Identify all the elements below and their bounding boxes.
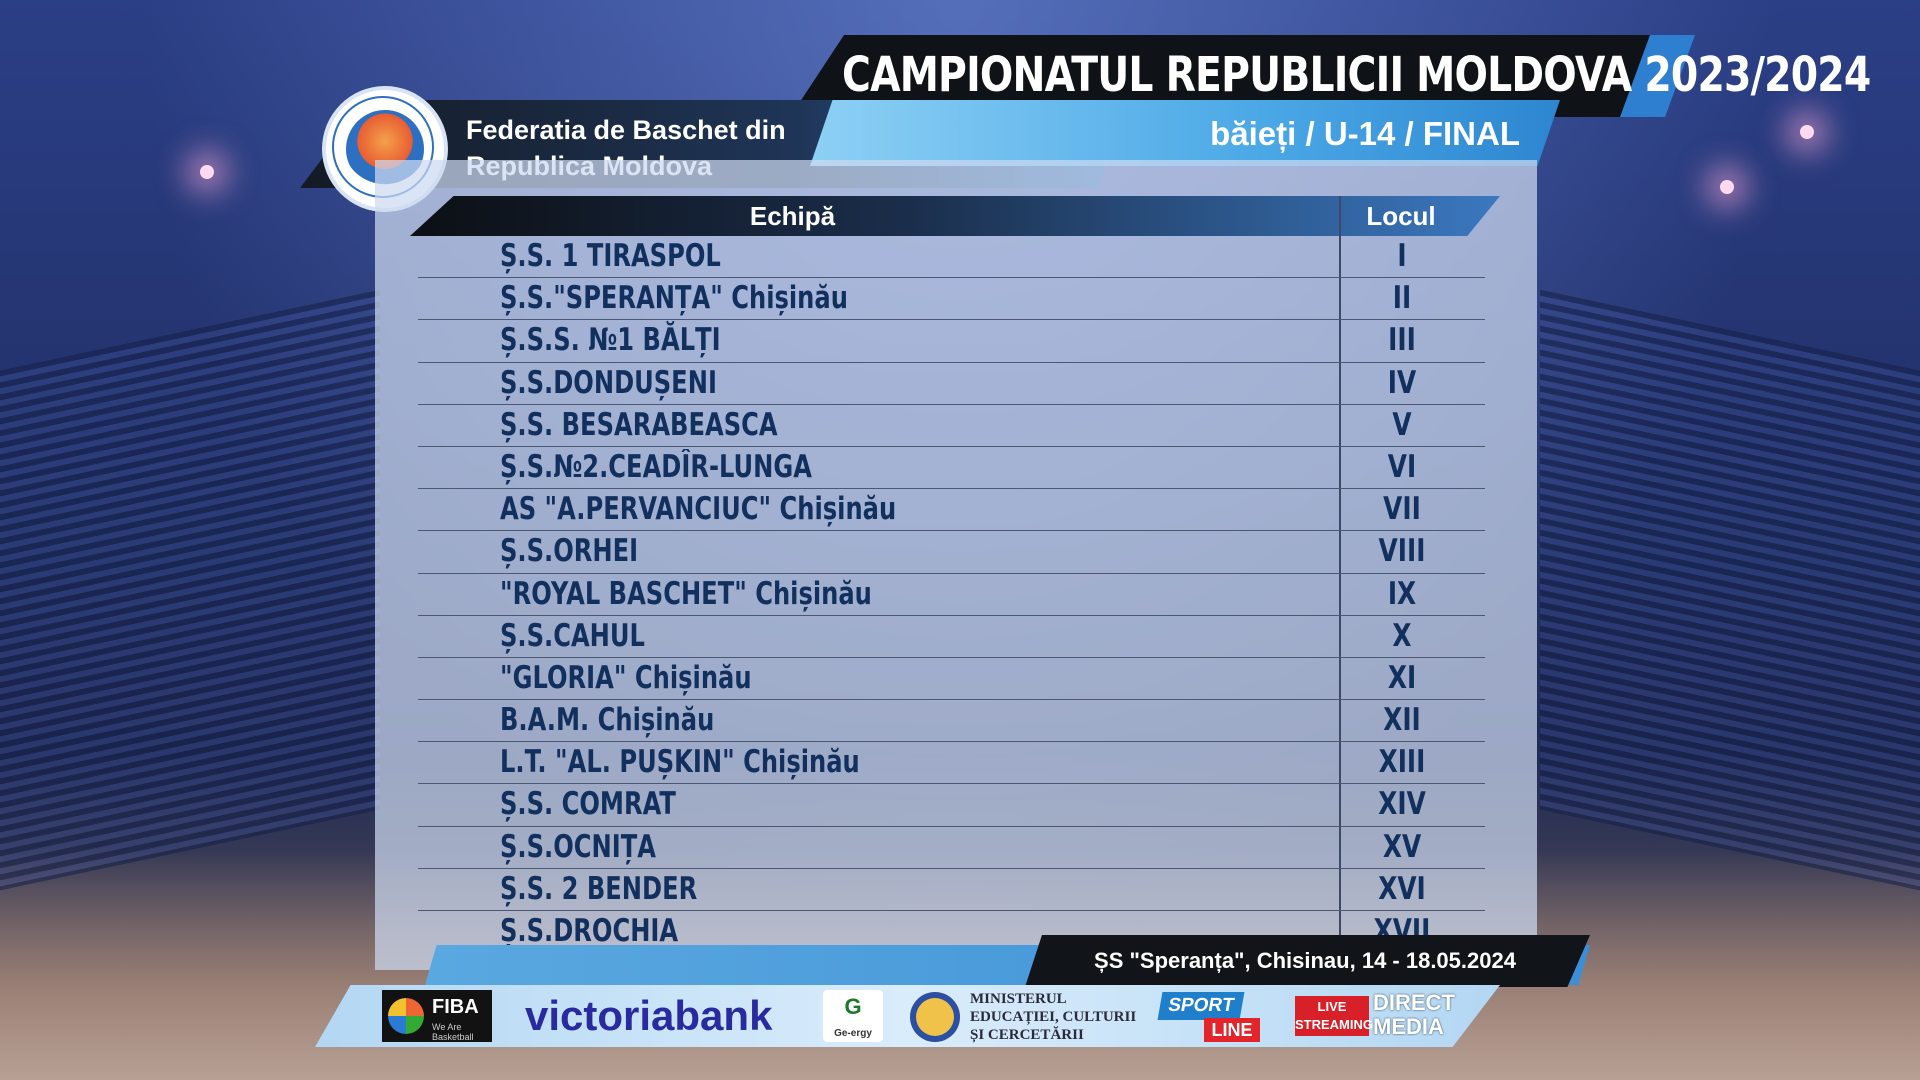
venue-banner [1025,935,1590,987]
coat-of-arms-icon [910,992,960,1042]
team-place: VI [1387,448,1417,485]
table-row: Ș.S.OCNIȚA XV [418,827,1485,869]
table-header-bar [410,196,1500,236]
team-name: AS "A.PERVANCIUC" Chișinău [500,491,897,528]
page-title: CAMPIONATUL REPUBLICII MOLDOVA 2023/2024 [842,47,1871,103]
standings-panel [375,160,1537,970]
media-label: MEDIA [1373,1014,1444,1039]
arena-light [200,165,214,179]
stands-left [0,289,380,891]
team-place: XII [1383,702,1421,739]
table-row: Ș.S. 2 BENDER XVI [418,869,1485,911]
direct-media-logo: LIVE STREAMING DIRECT MEDIA [1295,990,1455,1042]
team-name: Ș.S.S. №1 BĂLȚI [500,322,721,359]
venue-text: ȘS "Speranța", Chisinau, 14 - 18.05.2024 [1094,948,1516,973]
team-name: Ș.S."SPERANȚA" Chișinău [500,280,848,317]
ministry-logo: MINISTERUL EDUCAȚIEI, CULTURII ȘI CERCET… [910,990,1140,1043]
arena-light [1800,125,1814,139]
team-place: I [1397,238,1407,274]
team-name: Ș.S. COMRAT [500,786,676,823]
team-name: L.T. "AL. PUȘKIN" Chișinău [500,744,860,781]
sport-line-logo: SPORT LINE [1157,990,1260,1042]
ministry-name: MINISTERUL EDUCAȚIEI, CULTURII ȘI CERCET… [970,991,1137,1043]
table-row: AS "A.PERVANCIUC" Chișinău VII [418,489,1485,532]
live-streaming-badge: LIVE STREAMING [1295,996,1373,1036]
team-place: XV [1382,828,1422,865]
team-name: Ș.S.OCNIȚA [500,828,656,865]
team-place: VII [1383,491,1421,528]
fiba-logo: FIBA We Are Basketball [382,990,492,1042]
genergy-mark: G [844,994,862,1019]
table-row: B.A.M. Chișinău XII [418,700,1485,743]
team-place: XI [1387,659,1417,696]
team-name: Ș.S. 1 TIRASPOL [500,238,721,274]
column-header-place: Locul [1366,201,1436,231]
direct-label: DIRECT [1373,990,1455,1015]
team-place: X [1392,617,1412,654]
table-row: "ROYAL BASCHET" Chișinău IX [418,574,1485,616]
basketball-icon [388,998,424,1034]
genergy-name: Ge-ergy [834,1028,872,1039]
column-header-team: Echipă [749,201,836,231]
team-name: Ș.S. 2 BENDER [500,870,698,907]
team-name: Ș.S. BESARABEASCA [500,406,778,443]
team-name: B.A.M. Chișinău [500,702,715,739]
genergy-logo: G Ge-ergy [823,990,883,1042]
team-place: XIII [1378,744,1426,781]
team-name: "GLORIA" Chișinău [500,659,752,696]
fiba-label: FIBA [432,996,479,1018]
team-name: Ș.S.DROCHIA [500,913,679,949]
team-place: IV [1387,364,1417,401]
standings-table: Ș.S. 1 TIRASPOL I Ș.S."SPERANȚA" Chișinău… [418,236,1485,952]
victoriabank-logo: victoriabank [525,992,773,1039]
team-name: Ș.S.CAHUL [500,617,645,654]
stands-right [1540,289,1920,891]
team-place: XVI [1378,870,1426,907]
team-name: Ș.S.ORHEI [500,533,639,570]
table-row: Ș.S.№2.CEADÎR-LUNGA VI [418,447,1485,490]
fiba-tagline: We Are Basketball [432,1022,474,1042]
team-place: II [1392,280,1412,317]
table-row: Ș.S.S. №1 BĂLȚI III [418,320,1485,363]
table-row: "GLORIA" Chișinău XI [418,658,1485,701]
subtitle-banner [810,100,1560,166]
table-row: Ș.S.ORHEI VIII [418,531,1485,574]
team-place: V [1392,406,1412,443]
subtitle: băieți / U-14 / FINAL [1210,115,1520,152]
team-place: XIV [1378,786,1426,823]
team-name: Ș.S.№2.CEADÎR-LUNGA [500,448,812,485]
table-row: Ș.S. 1 TIRASPOL I [418,236,1485,279]
table-row: Ș.S. COMRAT XIV [418,784,1485,827]
team-place: VIII [1378,533,1426,570]
table-row: L.T. "AL. PUȘKIN" Chișinău XIII [418,742,1485,785]
team-name: "ROYAL BASCHET" Chișinău [500,575,872,612]
table-row: Ș.S."SPERANȚA" Chișinău II [418,278,1485,321]
table-row: Ș.S.DROCHIA XVII [418,911,1485,952]
team-place: IX [1387,575,1417,612]
column-divider [1339,196,1341,942]
table-row: Ș.S.DONDUȘENI IV [418,363,1485,405]
sport-label: SPORT [1157,992,1245,1020]
table-row: Ș.S. BESARABEASCA V [418,405,1485,447]
line-label: LINE [1204,1018,1260,1042]
table-row: Ș.S.CAHUL X [418,616,1485,658]
team-place: III [1388,322,1416,359]
arena-light [1720,180,1734,194]
team-name: Ș.S.DONDUȘENI [500,364,717,401]
